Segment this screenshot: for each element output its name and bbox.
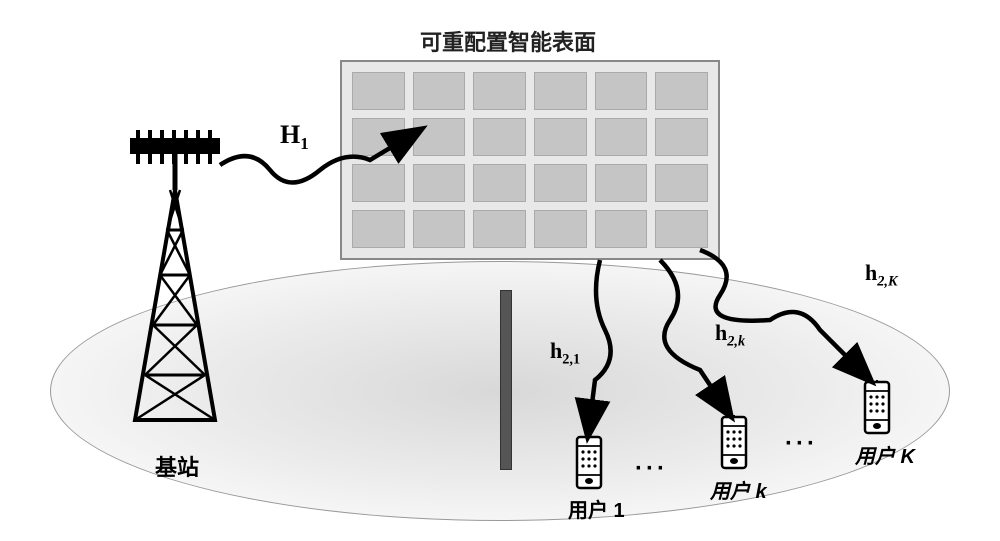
ris-cell — [352, 72, 405, 110]
ris-cell — [473, 72, 526, 110]
user-K-label: 用户 K — [855, 440, 915, 469]
user-phone-1-icon — [575, 435, 603, 490]
ris-cell — [413, 72, 466, 110]
channel-h2K-label: h2,K — [865, 260, 898, 290]
ris-cell — [655, 164, 708, 202]
ris-cell — [352, 118, 405, 156]
ris-cell — [595, 72, 648, 110]
user-k-label: 用户 k — [710, 475, 767, 504]
user-phone-k-icon — [720, 415, 748, 470]
ris-cell — [352, 164, 405, 202]
ris-grid — [342, 62, 718, 258]
ris-cell — [352, 210, 405, 248]
ris-title: 可重配置智能表面 — [420, 25, 596, 57]
ris-cell — [534, 118, 587, 156]
ris-cell — [413, 164, 466, 202]
ris-panel — [340, 60, 720, 260]
ris-cell — [595, 118, 648, 156]
channel-h2k-label: h2,k — [715, 320, 745, 350]
ris-cell — [413, 118, 466, 156]
user-phone-K-icon — [863, 380, 891, 435]
ris-cell — [413, 210, 466, 248]
ellipsis-2: ··· — [785, 430, 818, 458]
ris-cell — [534, 72, 587, 110]
user-1-label: 用户 1 — [568, 494, 625, 523]
diagram-container: 可重配置智能表面 — [0, 0, 1000, 541]
base-station-icon — [120, 130, 230, 435]
ris-cell — [595, 210, 648, 248]
ellipsis-1: ··· — [635, 455, 668, 483]
ris-cell — [534, 210, 587, 248]
ris-cell — [473, 164, 526, 202]
ris-cell — [473, 118, 526, 156]
ris-cell — [534, 164, 587, 202]
ris-cell — [473, 210, 526, 248]
base-station-label: 基站 — [155, 450, 199, 482]
channel-h21-label: h2,1 — [550, 338, 580, 368]
obstacle-wall — [500, 290, 512, 470]
ris-cell — [655, 118, 708, 156]
ris-cell — [655, 72, 708, 110]
ris-cell — [655, 210, 708, 248]
channel-h1-label: H1 — [280, 120, 309, 154]
ris-cell — [595, 164, 648, 202]
